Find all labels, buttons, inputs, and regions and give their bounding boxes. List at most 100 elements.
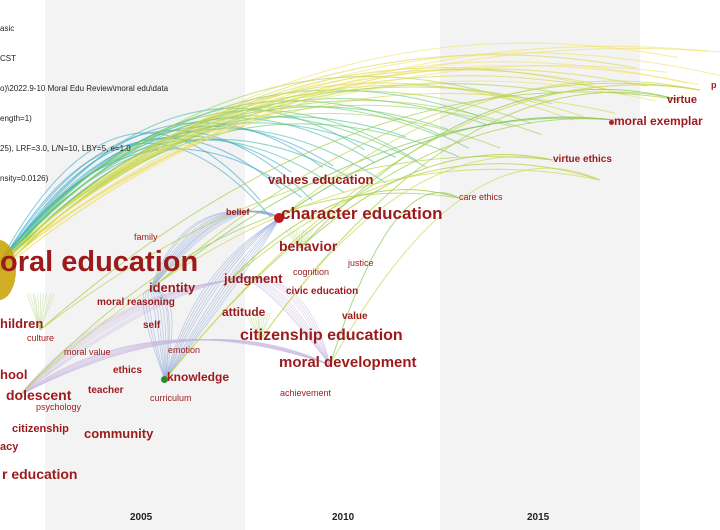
link-curve <box>279 80 701 219</box>
link-curve <box>149 289 166 381</box>
keyword-moral-education[interactable]: oral education <box>0 246 199 278</box>
link-curve <box>19 339 331 396</box>
keyword-behavior[interactable]: behavior <box>279 238 338 254</box>
node-character-education[interactable] <box>274 213 284 223</box>
keyword-moral-value[interactable]: moral value <box>64 347 111 357</box>
keyword-value[interactable]: value <box>342 311 368 322</box>
link-curve <box>39 293 55 331</box>
keyword-psychology[interactable]: psychology <box>36 402 82 412</box>
node-moral-exemplar[interactable] <box>609 120 614 125</box>
link-curve <box>0 107 365 269</box>
link-curve <box>29 293 41 331</box>
link-curve <box>0 47 720 263</box>
keyword-moral-exemplar[interactable]: moral exemplar <box>614 114 703 128</box>
keyword-judgment[interactable]: judgment <box>224 271 283 286</box>
link-curve <box>299 154 554 249</box>
link-curve <box>164 217 281 381</box>
keyword-citizenship[interactable]: citizenship <box>12 423 69 435</box>
keyword-knowledge[interactable]: knowledge <box>167 370 230 384</box>
info-line: nsity=0.0126) <box>0 174 49 183</box>
keyword-teacher[interactable]: teacher <box>88 385 124 396</box>
link-curve <box>39 293 44 331</box>
keyword-moral-development[interactable]: moral development <box>279 354 417 371</box>
keyword-school[interactable]: hool <box>0 367 28 382</box>
link-curve <box>299 154 554 249</box>
link-curve <box>259 91 681 341</box>
link-curve <box>149 210 281 291</box>
keyword-cognition[interactable]: cognition <box>293 267 330 277</box>
link-curve <box>329 192 460 366</box>
keyword-values-education[interactable]: values education <box>268 172 374 187</box>
year-label: 2010 <box>332 512 355 523</box>
info-line: asic <box>0 24 15 33</box>
keyword-identity[interactable]: identity <box>149 280 196 295</box>
link-curve <box>164 84 701 381</box>
keyword-care-ethics[interactable]: care ethics <box>459 192 503 202</box>
link-curve <box>39 91 681 331</box>
link-curve <box>329 167 601 366</box>
link-curve <box>19 279 231 396</box>
link-curve <box>0 109 417 272</box>
link-curve <box>164 217 281 381</box>
link-curve <box>19 339 331 396</box>
year-label: 2015 <box>527 512 550 523</box>
keyword-civic-education[interactable]: civic education <box>286 286 359 297</box>
link-curve <box>0 75 522 266</box>
link-curve <box>149 210 281 291</box>
keyword-ethics[interactable]: ethics <box>113 365 142 376</box>
node-knowledge[interactable] <box>161 376 168 383</box>
keyword-character-education[interactable]: character education <box>281 204 443 223</box>
info-line: 25), LRF=3.0, L/N=10, LBY=5, e=1.0 <box>0 144 131 153</box>
link-curve <box>0 64 668 272</box>
keyword-curriculum[interactable]: curriculum <box>150 393 192 403</box>
network-info-panel: asic CST o)\2022.9-10 Moral Edu Review\m… <box>0 4 168 204</box>
link-curve <box>39 293 41 331</box>
link-curve <box>19 192 460 396</box>
link-curve <box>299 229 304 249</box>
keyword-community[interactable]: community <box>84 426 154 441</box>
link-curve <box>149 289 167 381</box>
link-curve <box>259 312 272 341</box>
link-curve <box>299 229 313 249</box>
keyword-emotion[interactable]: emotion <box>168 345 201 355</box>
link-curve <box>0 129 313 266</box>
link-curve <box>19 279 231 396</box>
keyword-children[interactable]: hildren <box>0 316 44 331</box>
keyword-self[interactable]: self <box>143 320 161 331</box>
link-curve <box>164 217 281 381</box>
keyword-attitude[interactable]: attitude <box>222 305 266 319</box>
keyword-clipped[interactable]: p <box>711 80 717 90</box>
link-curve <box>259 312 269 341</box>
keyword-achievement[interactable]: achievement <box>280 388 332 398</box>
link-curve <box>298 229 301 249</box>
link-curve <box>147 289 166 381</box>
link-curve <box>164 217 281 381</box>
link-curve <box>19 279 231 396</box>
keyword-belief[interactable]: belief <box>226 207 250 217</box>
keyword-democracy[interactable]: acy <box>0 441 19 453</box>
keyword-citizenship-education[interactable]: citizenship education <box>240 327 403 344</box>
link-curve <box>0 122 323 269</box>
year-label: 2005 <box>130 512 153 523</box>
link-curve <box>245 312 261 341</box>
link-curve <box>149 289 169 381</box>
link-curve <box>0 117 376 272</box>
keyword-virtue-ethics[interactable]: virtue ethics <box>553 154 612 165</box>
keyword-adolescent[interactable]: dolescent <box>6 387 72 403</box>
info-line: CST <box>0 54 16 63</box>
link-curve <box>299 154 554 249</box>
keyword-virtue[interactable]: virtue <box>667 94 697 106</box>
link-curve <box>0 132 261 263</box>
link-curve <box>292 229 301 249</box>
link-curve <box>248 312 261 341</box>
keyword-family[interactable]: family <box>134 232 158 242</box>
keyword-culture[interactable]: culture <box>27 333 55 343</box>
keyword-moral-reasoning[interactable]: moral reasoning <box>97 297 175 308</box>
info-line: o)\2022.9-10 Moral Edu Review\moral edu\… <box>0 84 169 93</box>
keyword-justice[interactable]: justice <box>348 258 374 268</box>
keyword-education[interactable]: r education <box>2 466 78 482</box>
link-curve <box>0 45 710 272</box>
node-moral-education[interactable] <box>0 240 16 300</box>
link-curve <box>39 293 47 331</box>
